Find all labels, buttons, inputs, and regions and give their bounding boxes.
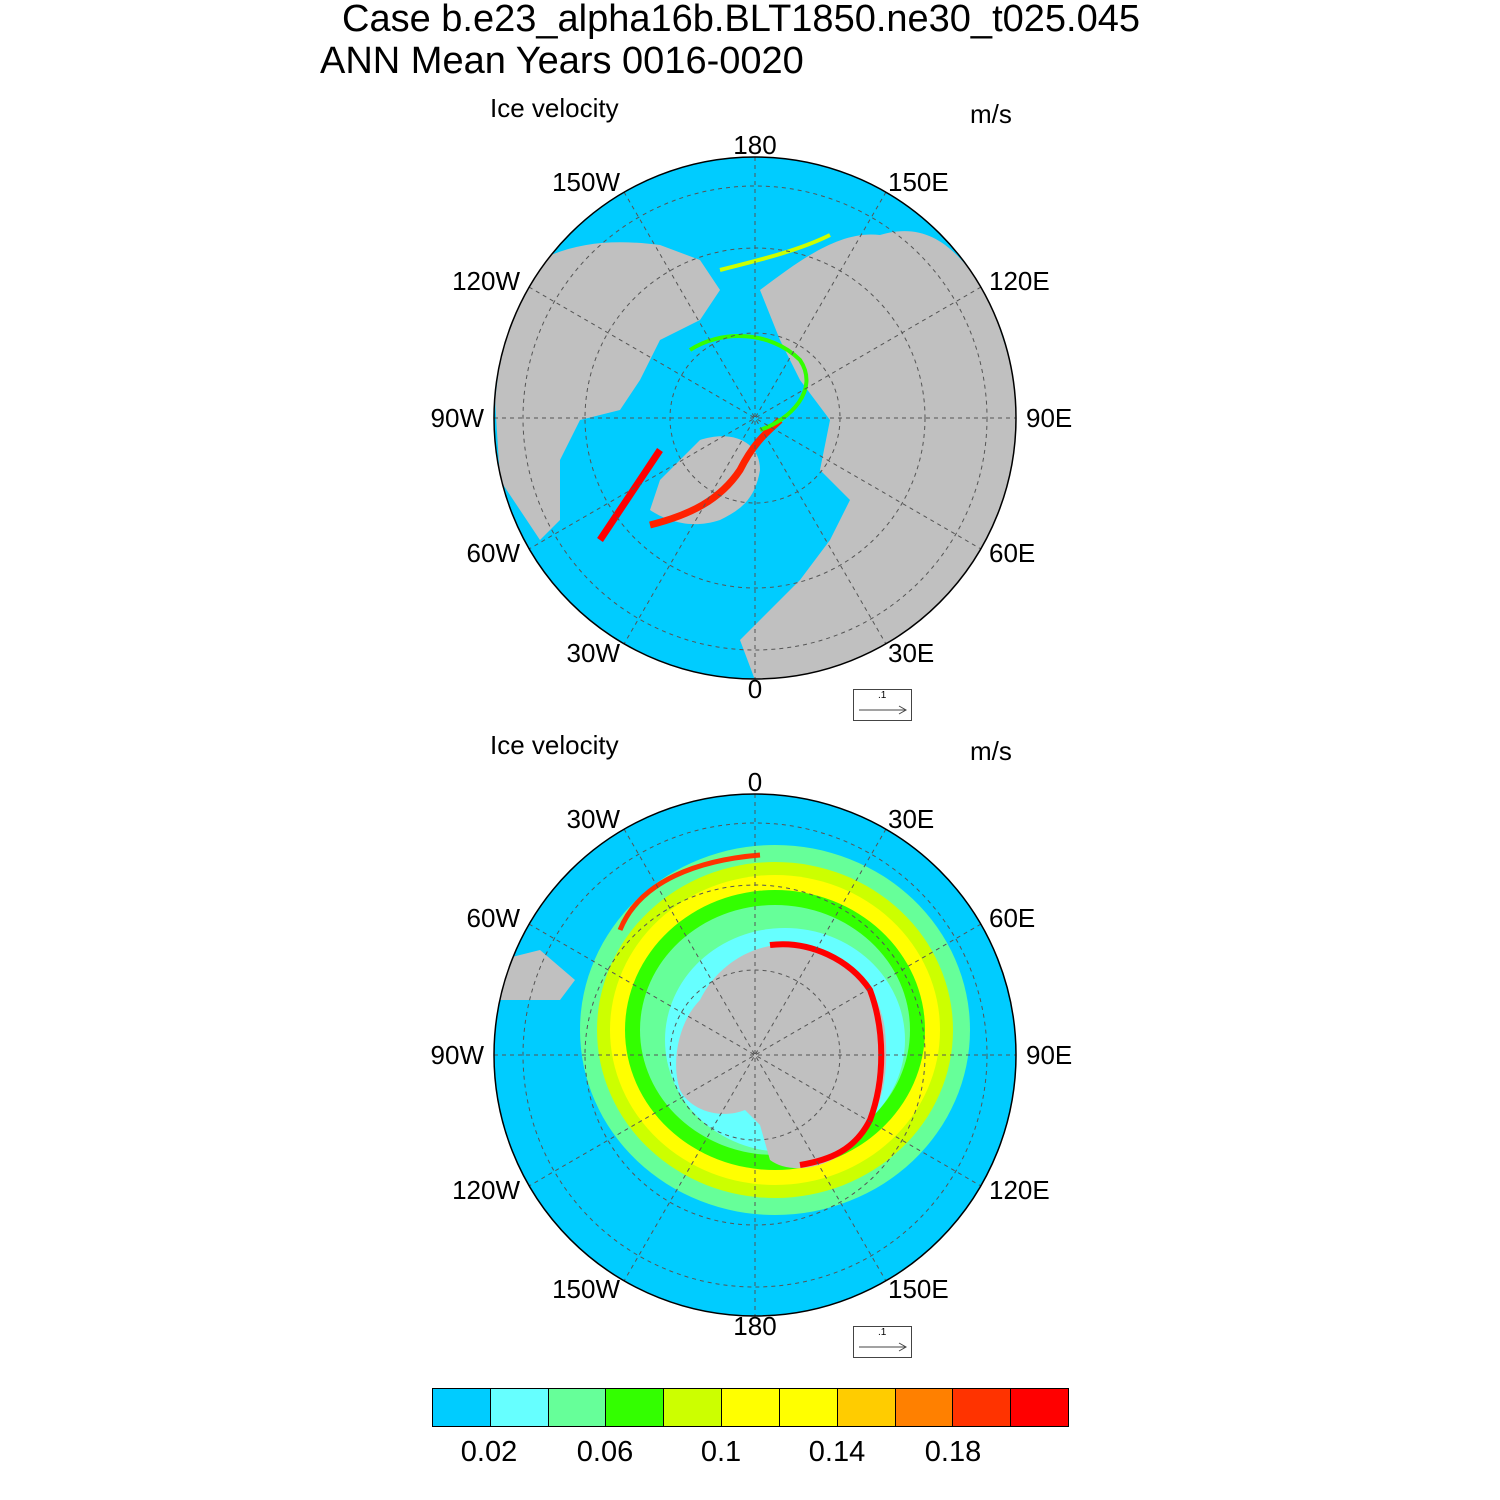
colorbar-swatch-3 (606, 1389, 665, 1426)
south-lon-150w: 150W (552, 1274, 620, 1304)
south-lon-150e: 150E (888, 1274, 949, 1304)
south-lon-30w: 30W (567, 804, 621, 834)
figure-title: Case b.e23_alpha16b.BLT1850.ne30_t025.04… (342, 0, 1140, 40)
north-lon-120e: 120E (989, 266, 1050, 296)
north-lon-150e: 150E (888, 167, 949, 197)
north-lon-90w: 90W (431, 403, 485, 433)
north-land-northamerica (495, 242, 720, 540)
north-lon-180: 180 (733, 130, 776, 160)
colorbar-swatch-0 (433, 1389, 491, 1426)
colorbar-swatch-10 (1011, 1389, 1068, 1426)
south-variable-label: Ice velocity (490, 730, 619, 760)
south-reference-vector: .1 (853, 1326, 912, 1358)
north-land-greenland (650, 436, 760, 525)
south-lon-60e: 60E (989, 903, 1035, 933)
north-lon-60e: 60E (989, 538, 1035, 568)
colorbar-label-3: 0.14 (808, 1436, 866, 1468)
colorbar-label-1: 0.06 (576, 1436, 634, 1468)
north-land-eurasia (740, 231, 1016, 679)
colorbar-label-2: 0.1 (700, 1436, 742, 1468)
colorbar (432, 1388, 1069, 1427)
south-lon-0: 0 (748, 767, 762, 797)
south-units-label: m/s (970, 736, 1012, 766)
north-lon-30w: 30W (567, 638, 621, 668)
north-lon-120w: 120W (452, 266, 520, 296)
north-variable-label: Ice velocity (490, 93, 619, 123)
colorbar-swatch-2 (548, 1389, 607, 1426)
figure-subtitle: ANN Mean Years 0016-0020 (320, 40, 804, 82)
colorbar-swatch-7 (837, 1389, 896, 1426)
colorbar-swatch-4 (664, 1389, 723, 1426)
south-lon-180: 180 (733, 1311, 776, 1341)
colorbar-swatch-8 (895, 1389, 954, 1426)
north-lon-90e: 90E (1026, 403, 1072, 433)
arrow-icon (859, 1342, 908, 1352)
north-reference-vector-value: .1 (878, 690, 887, 701)
colorbar-label-4: 0.18 (924, 1436, 982, 1468)
colorbar-swatch-1 (490, 1389, 549, 1426)
south-lon-120e: 120E (989, 1175, 1050, 1205)
south-lon-120w: 120W (452, 1175, 520, 1205)
north-reference-vector: .1 (853, 689, 912, 721)
south-lon-30e: 30E (888, 804, 934, 834)
colorbar-swatch-5 (722, 1389, 780, 1426)
north-lon-60w: 60W (467, 538, 521, 568)
north-lon-0: 0 (748, 674, 762, 704)
colorbar-label-0: 0.02 (460, 1436, 518, 1468)
north-lon-150w: 150W (552, 167, 620, 197)
north-lon-30e: 30E (888, 638, 934, 668)
colorbar-swatch-6 (779, 1389, 838, 1426)
south-lon-60w: 60W (467, 903, 521, 933)
south-land-antarctica (676, 944, 887, 1169)
south-reference-vector-value: .1 (878, 1327, 887, 1338)
colorbar-swatch-9 (953, 1389, 1012, 1426)
arrow-icon (859, 705, 908, 715)
south-lon-90w: 90W (431, 1040, 485, 1070)
south-lon-90e: 90E (1026, 1040, 1072, 1070)
north-units-label: m/s (970, 99, 1012, 129)
